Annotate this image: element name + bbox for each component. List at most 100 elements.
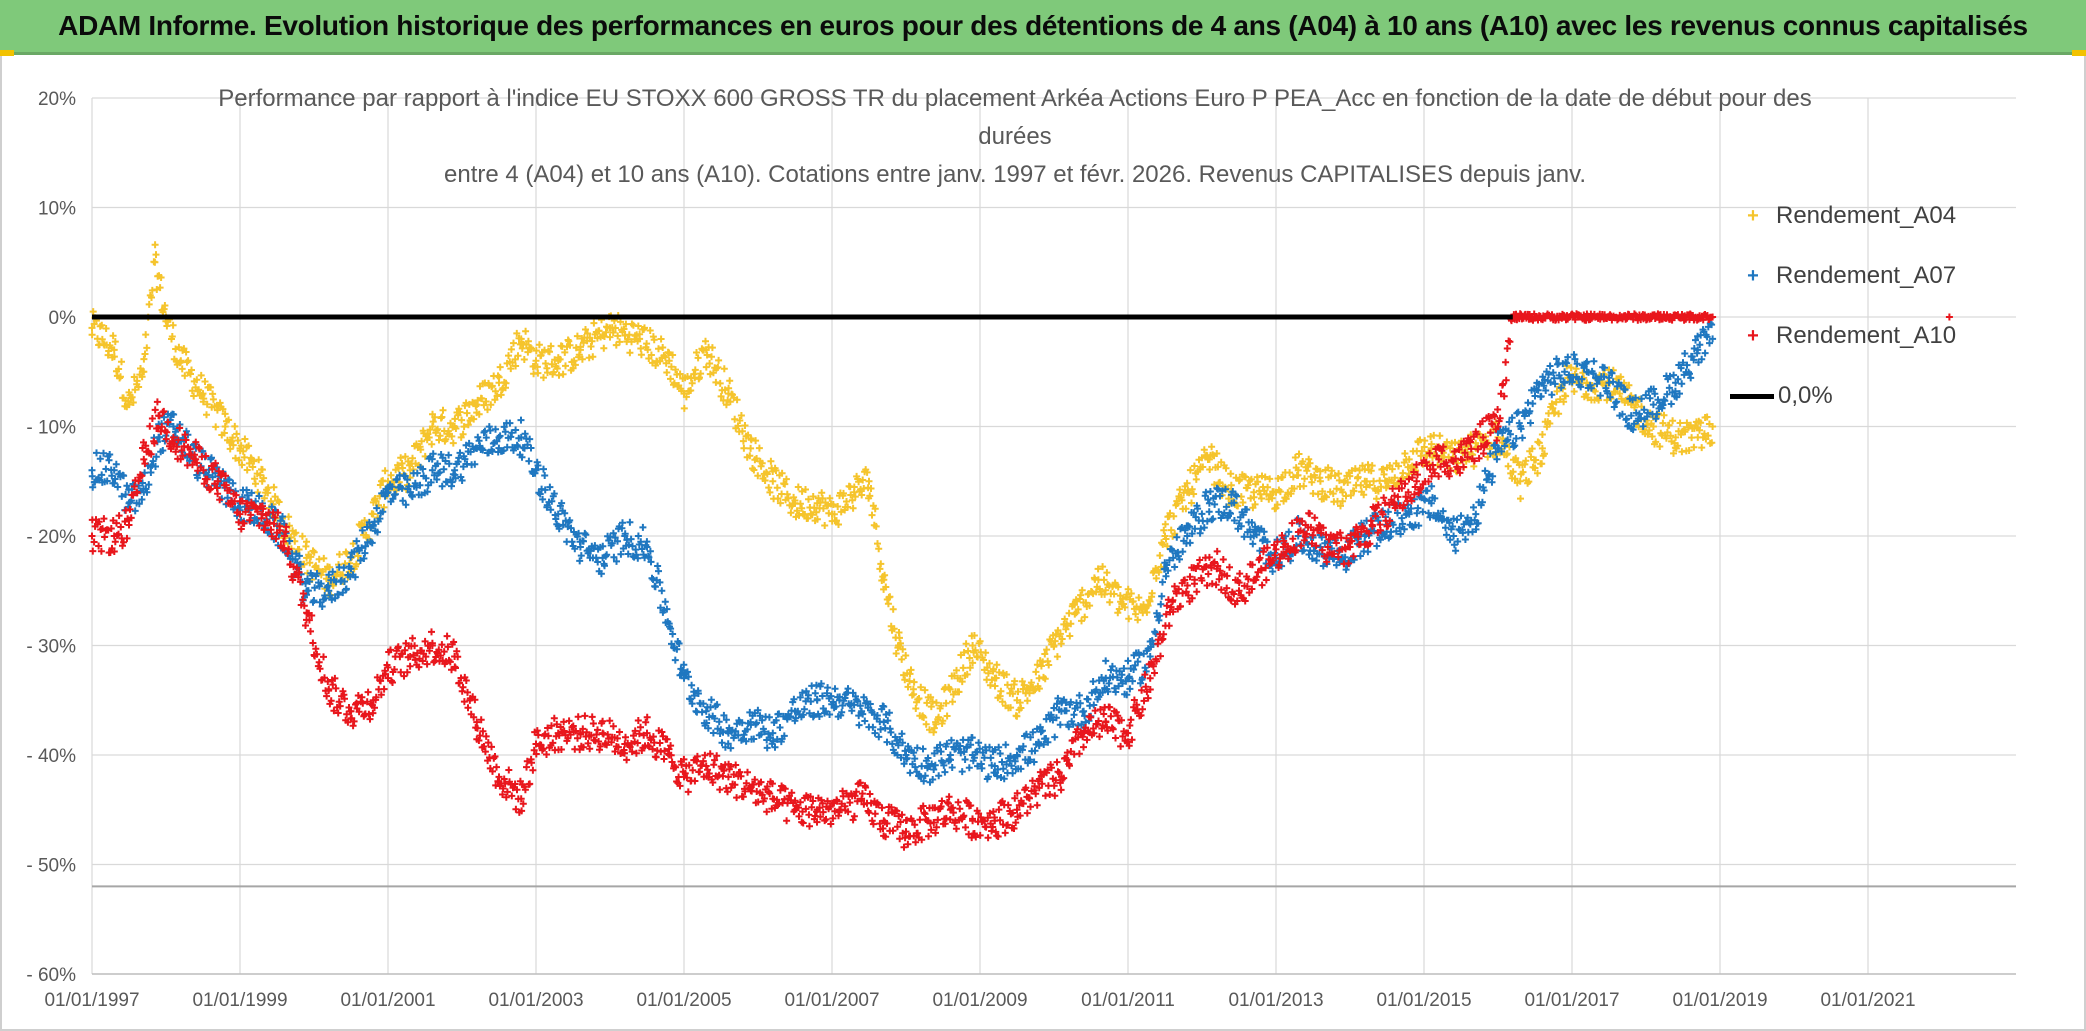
data-point (1552, 398, 1560, 406)
data-point (1124, 585, 1132, 593)
data-point (438, 482, 446, 490)
data-point (932, 718, 940, 726)
x-tick-label: 01/01/1999 (192, 990, 287, 1011)
data-point (1023, 697, 1031, 705)
data-point (1361, 477, 1369, 485)
data-point (219, 405, 227, 413)
data-point (238, 461, 246, 469)
data-point (875, 733, 883, 741)
data-point (514, 352, 522, 360)
data-point (1450, 532, 1458, 540)
data-point (1700, 430, 1708, 438)
data-point (1156, 552, 1164, 559)
data-point (956, 805, 964, 813)
data-points (88, 241, 1953, 851)
data-point (570, 357, 578, 365)
data-point (473, 401, 481, 409)
data-point (117, 373, 124, 381)
data-point (1027, 679, 1035, 687)
data-point (616, 728, 623, 736)
data-point (114, 483, 122, 491)
data-point (655, 345, 662, 353)
data-point (1516, 477, 1524, 485)
data-point (347, 553, 355, 561)
data-point (125, 521, 133, 529)
data-point (882, 583, 890, 591)
data-point (425, 434, 433, 441)
data-point (138, 496, 146, 503)
data-point (1696, 426, 1703, 434)
data-point (229, 479, 237, 487)
banner-title: ADAM Informe. Evolution historique des p… (0, 0, 2086, 55)
data-point (326, 563, 334, 571)
data-point (859, 476, 867, 484)
data-point (115, 365, 123, 373)
data-point (715, 356, 723, 364)
data-point (655, 567, 662, 575)
data-point (111, 538, 119, 546)
data-point (1102, 586, 1110, 594)
data-point (151, 258, 159, 266)
data-point (1013, 696, 1021, 704)
data-point (520, 356, 528, 363)
data-point (960, 649, 968, 656)
data-point (726, 398, 734, 406)
data-point (258, 477, 266, 485)
data-point (616, 338, 624, 346)
data-point (458, 416, 466, 424)
data-point (1703, 413, 1711, 421)
data-point (617, 318, 624, 326)
data-point (834, 503, 842, 510)
data-point (1264, 483, 1272, 491)
data-point (279, 513, 286, 520)
data-point (1306, 510, 1314, 518)
data-point (540, 465, 547, 473)
data-point (1305, 455, 1313, 463)
data-point (614, 332, 622, 340)
data-point (1649, 401, 1657, 409)
data-point (1625, 381, 1633, 389)
data-point (194, 474, 202, 482)
data-point (1595, 396, 1603, 404)
data-point (1157, 600, 1165, 608)
data-point (1084, 695, 1092, 703)
data-point (1616, 390, 1624, 398)
data-point (943, 712, 951, 720)
data-point (1669, 417, 1677, 425)
data-point (464, 421, 472, 429)
data-point (438, 413, 446, 421)
data-point (676, 370, 684, 378)
data-point (455, 454, 463, 462)
data-point (234, 437, 242, 444)
data-point (195, 386, 203, 394)
data-point (358, 544, 366, 552)
data-point (1239, 499, 1247, 506)
data-point (850, 488, 858, 496)
data-point (584, 330, 591, 337)
data-point (1051, 637, 1059, 645)
data-point (922, 720, 930, 728)
data-point (1170, 512, 1178, 520)
data-point (1186, 466, 1194, 474)
data-point (1139, 609, 1147, 617)
data-point (647, 351, 655, 359)
data-point (484, 406, 491, 414)
data-point (1190, 462, 1198, 470)
data-point (1197, 525, 1205, 533)
data-point (907, 666, 915, 674)
data-point (235, 456, 243, 464)
data-point (871, 810, 879, 818)
x-axis-ticks: 01/01/1997 01/01/1999 01/01/2001 01/01/2003… (44, 990, 1915, 1011)
data-point (1704, 432, 1712, 440)
data-point (342, 585, 350, 593)
data-point (965, 764, 973, 772)
data-point (916, 816, 924, 824)
data-point (1347, 491, 1355, 499)
data-point (688, 379, 696, 387)
data-point (1519, 468, 1527, 476)
data-point (419, 465, 427, 473)
y-tick-label: 0% (49, 308, 77, 329)
data-point (418, 437, 426, 445)
data-point (1329, 490, 1337, 498)
data-point (1159, 540, 1167, 548)
